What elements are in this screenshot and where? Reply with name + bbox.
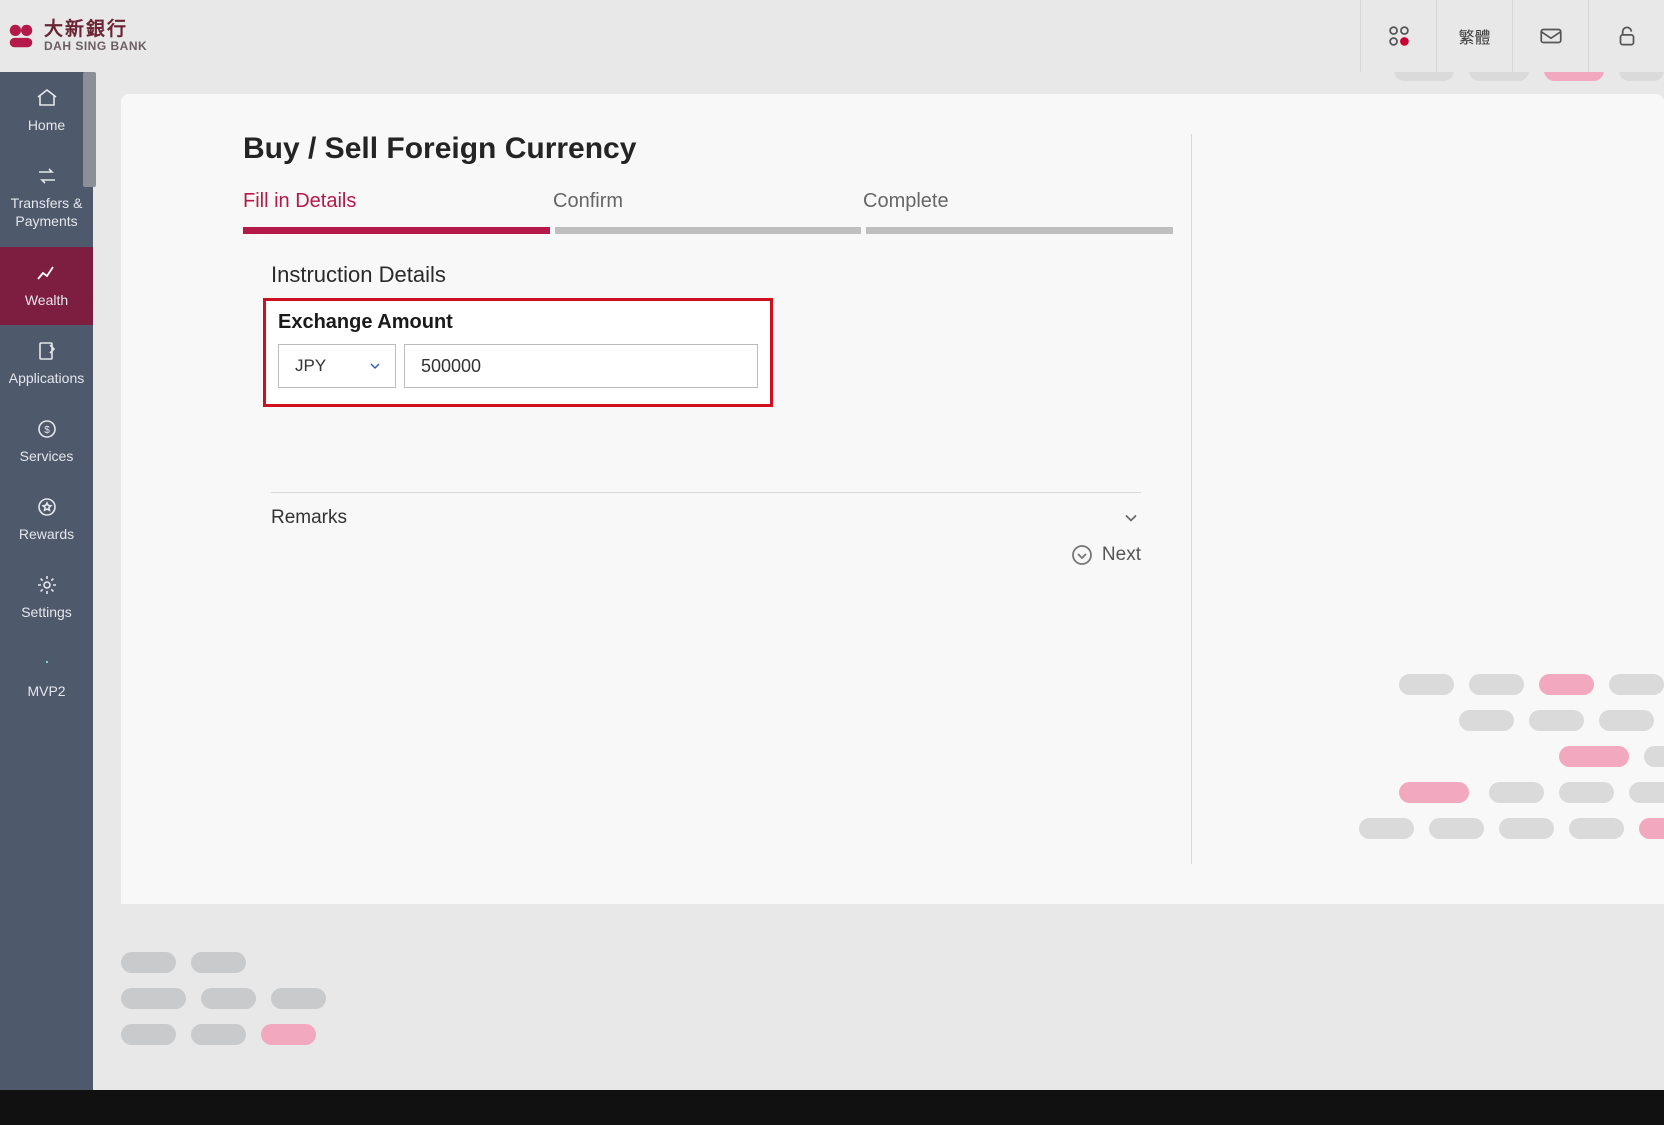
sidebar-item-rewards[interactable]: Rewards bbox=[0, 481, 93, 559]
remarks-label: Remarks bbox=[271, 507, 347, 529]
services-icon: $ bbox=[33, 417, 61, 441]
transfers-icon bbox=[33, 164, 61, 188]
remarks-toggle[interactable]: Remarks bbox=[271, 507, 1141, 529]
brand: 大新銀行 DAH SING BANK bbox=[0, 20, 147, 53]
brand-name-en: DAH SING BANK bbox=[44, 40, 147, 53]
step-bar-segment bbox=[243, 227, 550, 234]
applications-icon bbox=[33, 339, 61, 363]
amount-input[interactable] bbox=[404, 344, 758, 388]
currency-select[interactable]: JPY bbox=[278, 344, 396, 388]
sidebar-item-services[interactable]: $ Services bbox=[0, 403, 93, 481]
brand-logo-icon bbox=[6, 21, 36, 51]
apps-grid-icon[interactable] bbox=[1360, 0, 1436, 72]
sidebar-item-label: Transfers & Payments bbox=[2, 194, 91, 230]
sidebar-item-label: Wealth bbox=[2, 291, 91, 309]
sidebar: Home Transfers & Payments Wealth Applica… bbox=[0, 72, 93, 1125]
lock-icon[interactable] bbox=[1588, 0, 1664, 72]
exchange-amount-label: Exchange Amount bbox=[278, 311, 758, 334]
wealth-icon bbox=[33, 261, 61, 285]
decor-pills-mid bbox=[1264, 674, 1664, 854]
main-card: Buy / Sell Foreign Currency Fill in Deta… bbox=[121, 94, 1664, 904]
sidebar-item-label: MVP2 bbox=[2, 682, 91, 700]
step-confirm[interactable]: Confirm bbox=[553, 190, 863, 227]
content-area: Buy / Sell Foreign Currency Fill in Deta… bbox=[93, 72, 1664, 1090]
card-divider bbox=[1191, 134, 1192, 864]
sidebar-item-mvp2[interactable]: MVP2 bbox=[0, 638, 93, 716]
step-bar-segment bbox=[866, 227, 1173, 234]
rewards-icon bbox=[33, 495, 61, 519]
language-toggle[interactable]: 繁體 bbox=[1436, 0, 1512, 72]
sidebar-item-wealth[interactable]: Wealth bbox=[0, 247, 93, 325]
sidebar-item-label: Applications bbox=[2, 369, 91, 387]
page-title: Buy / Sell Foreign Currency bbox=[243, 132, 1624, 166]
step-fill-details[interactable]: Fill in Details bbox=[243, 190, 553, 227]
brand-name-cn: 大新銀行 bbox=[44, 20, 147, 40]
mail-icon[interactable] bbox=[1512, 0, 1588, 72]
step-bar-segment bbox=[555, 227, 862, 234]
step-progress-bar bbox=[243, 227, 1173, 234]
top-header: 大新銀行 DAH SING BANK 繁體 bbox=[0, 0, 1664, 72]
svg-text:$: $ bbox=[44, 425, 50, 436]
chevron-down-icon bbox=[367, 358, 383, 374]
currency-select-value: JPY bbox=[295, 356, 326, 376]
exchange-amount-highlight: Exchange Amount JPY bbox=[263, 298, 773, 407]
next-button[interactable]: Next bbox=[271, 543, 1141, 567]
sidebar-item-label: Services bbox=[2, 447, 91, 465]
section-title: Instruction Details bbox=[271, 262, 1624, 288]
decor-pills-bottom bbox=[121, 952, 421, 1072]
sidebar-item-settings[interactable]: Settings bbox=[0, 559, 93, 637]
next-label: Next bbox=[1102, 544, 1141, 566]
section-divider bbox=[271, 492, 1141, 493]
sidebar-item-label: Settings bbox=[2, 603, 91, 621]
sidebar-item-transfers[interactable]: Transfers & Payments bbox=[0, 150, 93, 246]
sidebar-item-label: Home bbox=[2, 116, 91, 134]
chevron-down-icon bbox=[1121, 508, 1141, 528]
sidebar-item-label: Rewards bbox=[2, 525, 91, 543]
home-icon bbox=[33, 86, 61, 110]
bottom-strip bbox=[0, 1090, 1664, 1125]
circle-chevron-down-icon bbox=[1070, 543, 1094, 567]
step-labels: Fill in Details Confirm Complete bbox=[243, 190, 1173, 227]
sidebar-item-applications[interactable]: Applications bbox=[0, 325, 93, 403]
mvp2-icon bbox=[33, 652, 61, 676]
step-complete[interactable]: Complete bbox=[863, 190, 1173, 227]
header-actions: 繁體 bbox=[1360, 0, 1664, 72]
gear-icon bbox=[33, 573, 61, 597]
sidebar-item-home[interactable]: Home bbox=[0, 72, 93, 150]
